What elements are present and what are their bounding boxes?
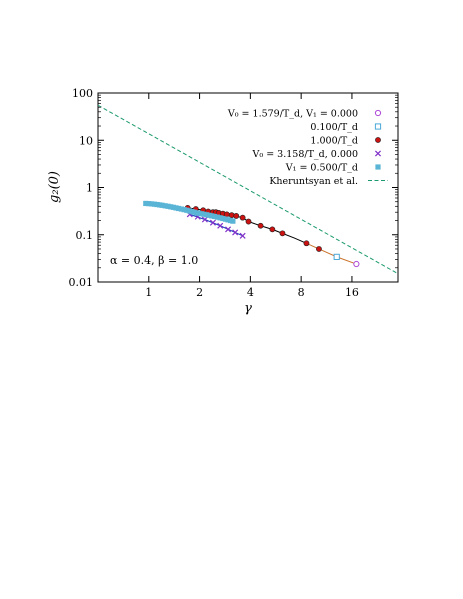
y-tick-label: 1 <box>86 182 93 195</box>
data-point <box>303 240 310 247</box>
data-point <box>353 260 360 268</box>
data-point <box>333 253 340 260</box>
data-point <box>165 203 171 209</box>
data-point <box>209 213 215 219</box>
data-point <box>233 213 240 219</box>
data-point <box>279 230 286 237</box>
data-point <box>239 232 246 239</box>
legend-symbol <box>374 109 382 117</box>
series-line <box>97 104 399 275</box>
data-point <box>178 206 184 212</box>
y-tick-label: 0.1 <box>76 229 94 242</box>
legend-label: 1.000/T_d <box>310 136 358 147</box>
x-tick-label: 1 <box>145 286 152 299</box>
y-tick-label: 10 <box>79 134 93 147</box>
data-point <box>175 205 182 212</box>
data-point <box>214 214 220 220</box>
data-point <box>220 215 226 222</box>
x-tick-label: 8 <box>298 286 305 299</box>
data-point <box>209 219 216 226</box>
y-axis-label: g₂(0) <box>47 171 62 203</box>
x-tick-label: 2 <box>196 286 203 299</box>
legend-symbol <box>375 164 381 170</box>
y-tick-label: 0.01 <box>69 276 94 289</box>
plot-marks <box>97 104 399 275</box>
legend-label: 0.100/T_d <box>310 122 358 133</box>
legend-label: V₀ = 1.579/T_d, V₁ = 0.000 <box>227 109 358 120</box>
data-point <box>257 222 264 229</box>
legend-symbol <box>375 137 381 143</box>
x-tick-label: 4 <box>247 286 254 299</box>
connector-line <box>306 242 357 265</box>
x-tick-label: 16 <box>345 286 359 299</box>
axes: 1 2 4 8 16 0.01 0.1 1 10 100 <box>69 87 398 299</box>
data-point <box>203 212 210 218</box>
data-point <box>239 214 246 221</box>
x-axis-label: γ <box>244 301 252 316</box>
data-point <box>269 226 276 233</box>
legend-label: V₁ = 0.500/T_d <box>285 163 358 174</box>
data-point <box>143 200 149 207</box>
data-point <box>217 222 224 229</box>
data-point <box>211 213 218 220</box>
data-point <box>230 218 236 224</box>
data-point <box>316 246 322 252</box>
legend: V₀ = 1.579/T_d, V₁ = 0.000 0.100/T_d 1.000… <box>227 109 388 187</box>
data-point <box>217 215 223 221</box>
data-point <box>168 204 174 210</box>
data-point <box>181 207 187 213</box>
data-point <box>149 201 155 207</box>
legend-label: Kheruntsyan et al. <box>269 176 358 187</box>
data-point <box>159 202 165 208</box>
data-point <box>162 203 168 209</box>
data-point <box>151 201 158 207</box>
chart-annotation: α = 0.4, β = 1.0 <box>110 254 198 267</box>
data-point <box>146 201 152 207</box>
data-point <box>245 218 252 225</box>
y-tick-label: 100 <box>72 87 93 100</box>
legend-label: V₀ = 3.158/T_d, 0.000 <box>252 149 358 160</box>
data-point <box>225 226 232 233</box>
data-point <box>232 229 239 236</box>
data-point <box>201 211 207 217</box>
legend-symbol <box>374 123 382 130</box>
legend-symbol <box>374 150 382 157</box>
